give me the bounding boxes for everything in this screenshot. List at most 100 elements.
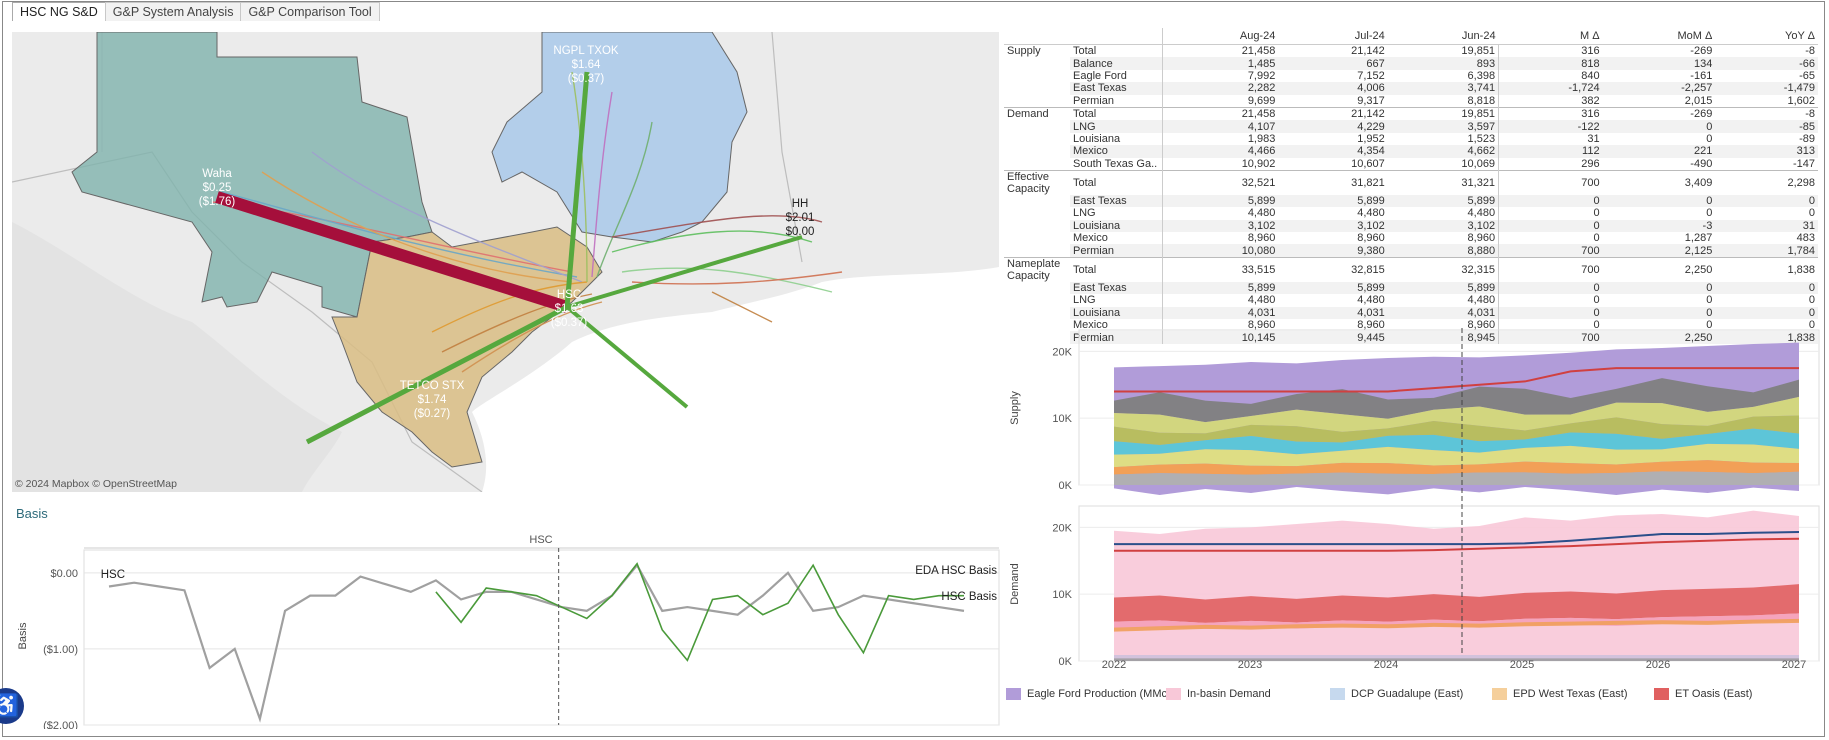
legend-label: ET Oasis (East) bbox=[1675, 688, 1753, 700]
hub-waha-marker[interactable]: Waha $0.25 ($1.76) bbox=[175, 146, 259, 230]
legend-item[interactable]: ET Oasis (East) bbox=[1654, 688, 1752, 700]
legend-item[interactable]: EPD West Texas (East) bbox=[1492, 688, 1628, 700]
table-row[interactable]: Permian 9,699 9,317 8,818 382 2,015 1,602 bbox=[1004, 94, 1818, 108]
table-row[interactable]: Mexico 8,960 8,960 8,960 0 0 0 bbox=[1004, 319, 1818, 332]
basis-x-tick: Oct-25 bbox=[725, 728, 758, 729]
basis-y-tick: $0.00 bbox=[50, 568, 78, 580]
table-row[interactable]: Louisiana 3,102 3,102 3,102 0 -3 31 bbox=[1004, 219, 1818, 233]
table-cell: 4,031 bbox=[1387, 306, 1500, 320]
table-cell: 2,125 bbox=[1602, 244, 1716, 258]
table-row[interactable]: Louisiana 1,983 1,952 1,523 31 0 -89 bbox=[1004, 132, 1818, 146]
hub-name: Waha bbox=[202, 168, 232, 180]
demand-area-base2 bbox=[1114, 658, 1799, 661]
basis-x-tick: Jun-23 bbox=[325, 728, 359, 729]
col-header[interactable]: YoY Δ bbox=[1715, 28, 1818, 45]
tab-hsc-ng-sd[interactable]: HSC NG S&D bbox=[12, 2, 106, 21]
table-cell: 3,102 bbox=[1387, 219, 1500, 233]
table-cell: 31 bbox=[1587, 132, 1600, 145]
table-cell: 5,899 bbox=[1278, 194, 1388, 208]
table-row[interactable]: Nameplate Capacity Total 33,515 32,815 32,31… bbox=[1004, 256, 1818, 282]
table-cell: -8 bbox=[1715, 106, 1818, 121]
table-cell: 9,699 bbox=[1247, 94, 1276, 107]
table-cell: 0 bbox=[1706, 132, 1713, 145]
table-row[interactable]: Mexico 8,960 8,960 8,960 0 1,287 483 bbox=[1004, 232, 1818, 245]
table-cell: 1,287 bbox=[1684, 232, 1713, 245]
hub-price: $2.01 bbox=[785, 212, 815, 224]
demand-area-et-oasis bbox=[1114, 584, 1799, 623]
map-attribution[interactable]: © 2024 Mapbox © OpenStreetMap bbox=[15, 478, 177, 490]
table-cell: 0 bbox=[1498, 306, 1603, 320]
table-cell: 8,960 bbox=[1387, 319, 1500, 332]
row-label: LNG bbox=[1070, 294, 1163, 307]
legend-item[interactable]: DCP Guadalupe (East) bbox=[1330, 688, 1463, 700]
hub-hh-marker[interactable]: HH $2.01 $0.00 bbox=[759, 177, 841, 259]
table-cell: 0 bbox=[1808, 207, 1815, 220]
table-cell: 21,142 bbox=[1278, 106, 1388, 121]
col-header[interactable]: M Δ bbox=[1498, 28, 1603, 45]
table-row[interactable]: Balance 1,485 667 893 818 134 -66 bbox=[1004, 57, 1818, 70]
row-label: Louisiana bbox=[1070, 132, 1163, 146]
table-row[interactable]: Louisiana 4,031 4,031 4,031 0 0 0 bbox=[1004, 306, 1818, 320]
x-tick: 2025 bbox=[1510, 659, 1534, 671]
table-cell: 0 bbox=[1602, 194, 1716, 208]
basis-x-tick: Oct-26 bbox=[897, 728, 930, 729]
table-row[interactable]: LNG 4,480 4,480 4,480 0 0 0 bbox=[1004, 294, 1818, 307]
table-row[interactable]: LNG 4,107 4,229 3,597 -122 0 -85 bbox=[1004, 120, 1818, 133]
hub-price: $1.63 bbox=[554, 303, 584, 315]
x-tick: 2024 bbox=[1374, 659, 1398, 671]
basis-x-tick: Jun-26 bbox=[839, 728, 873, 729]
table-cell: 818 bbox=[1498, 57, 1603, 70]
table-row[interactable]: Mexico 4,466 4,354 4,662 112 221 313 bbox=[1004, 145, 1818, 158]
pipeline-map[interactable]: Waha $0.25 ($1.76) NGPL TXOK $1.64 ($0.3… bbox=[12, 32, 999, 492]
demand-line bbox=[1114, 531, 1800, 546]
table-cell: 0 bbox=[1715, 281, 1818, 295]
col-header[interactable]: Aug-24 bbox=[1162, 28, 1279, 45]
table-cell: 2,298 bbox=[1715, 169, 1818, 195]
table-row[interactable]: East Texas 2,282 4,006 3,741 -1,724 -2,257 -1,… bbox=[1004, 82, 1818, 95]
table-cell: 4,480 bbox=[1247, 294, 1276, 307]
table-row[interactable]: LNG 4,480 4,480 4,480 0 0 0 bbox=[1004, 207, 1818, 220]
table-cell: 4,480 bbox=[1387, 207, 1500, 220]
hub-hsc-marker[interactable]: HSC $1.63 ($0.37) bbox=[528, 268, 610, 350]
table-cell: -2,257 bbox=[1602, 82, 1716, 95]
table-row[interactable]: Effective Capacity Total 32,521 31,821 31,32… bbox=[1004, 169, 1818, 195]
legend-item[interactable]: In-basin Demand bbox=[1166, 688, 1271, 700]
table-cell: 9,380 bbox=[1278, 244, 1388, 258]
tab-gp-comparison-tool[interactable]: G&P Comparison Tool bbox=[240, 2, 380, 21]
table-cell: 32,815 bbox=[1278, 256, 1388, 282]
col-header[interactable]: Jul-24 bbox=[1278, 28, 1388, 45]
table-cell: -8 bbox=[1805, 45, 1815, 58]
row-label: LNG bbox=[1070, 120, 1163, 133]
row-label: Total bbox=[1070, 256, 1163, 282]
table-row[interactable]: East Texas 5,899 5,899 5,899 0 0 0 bbox=[1004, 194, 1818, 208]
table-row[interactable]: East Texas 5,899 5,899 5,899 0 0 0 bbox=[1004, 281, 1818, 295]
supply-area-layer bbox=[1114, 471, 1799, 485]
col-header[interactable]: MoM Δ bbox=[1602, 28, 1716, 45]
table-row[interactable]: Supply Total 21,458 21,142 19,851 316 -269 -8 bbox=[1004, 44, 1818, 58]
basis-chart[interactable]: HSC Basis $0.00 ($1.00) ($2.00) Feb-22 Jun-2… bbox=[12, 524, 1002, 729]
table-cell: 0 bbox=[1602, 306, 1716, 320]
row-label: East Texas bbox=[1070, 82, 1163, 95]
row-label: South Texas Ga.. bbox=[1070, 157, 1163, 171]
table-cell: 4,480 bbox=[1247, 207, 1276, 220]
hub-ngpl-txok-marker[interactable]: NGPL TXOK $1.64 ($0.37) bbox=[547, 32, 625, 104]
table-cell: 4,662 bbox=[1387, 145, 1500, 158]
table-cell: 1,983 bbox=[1247, 132, 1276, 145]
table-cell: 0 bbox=[1706, 319, 1713, 332]
table-cell: 0 bbox=[1706, 294, 1713, 307]
table-cell: 0 bbox=[1808, 294, 1815, 307]
table-row[interactable]: Permian 10,080 9,380 8,880 700 2,125 1,784 bbox=[1004, 244, 1818, 258]
legend-item[interactable]: Eagle Ford Production (MMcf... bbox=[1006, 688, 1179, 700]
table-cell: 33,515 bbox=[1162, 256, 1279, 282]
table-cell: 0 bbox=[1602, 281, 1716, 295]
col-header[interactable]: Jun-24 bbox=[1387, 28, 1499, 45]
table-row[interactable]: Permian 10,145 9,445 8,945 700 2,250 1,838 bbox=[1004, 331, 1818, 344]
table-row[interactable]: South Texas Ga.. 10,902 10,607 10,069 296 -49… bbox=[1004, 157, 1818, 171]
hub-tetco-stx-marker[interactable]: TETCO STX $1.74 ($0.27) bbox=[390, 358, 474, 442]
table-cell: 382 bbox=[1581, 94, 1600, 107]
supply-demand-charts[interactable]: Supply Demand 0K 10K 20K 0K 10K 20K 2022 2023… bbox=[1004, 328, 1822, 673]
tab-gp-system-analysis[interactable]: G&P System Analysis bbox=[104, 2, 242, 21]
table-row[interactable]: Eagle Ford 7,992 7,152 6,398 840 -161 -65 bbox=[1004, 69, 1818, 83]
table-cell: 31,321 bbox=[1387, 169, 1500, 195]
table-row[interactable]: Demand Total 21,458 21,142 19,851 316 -269 -8 bbox=[1004, 106, 1818, 121]
